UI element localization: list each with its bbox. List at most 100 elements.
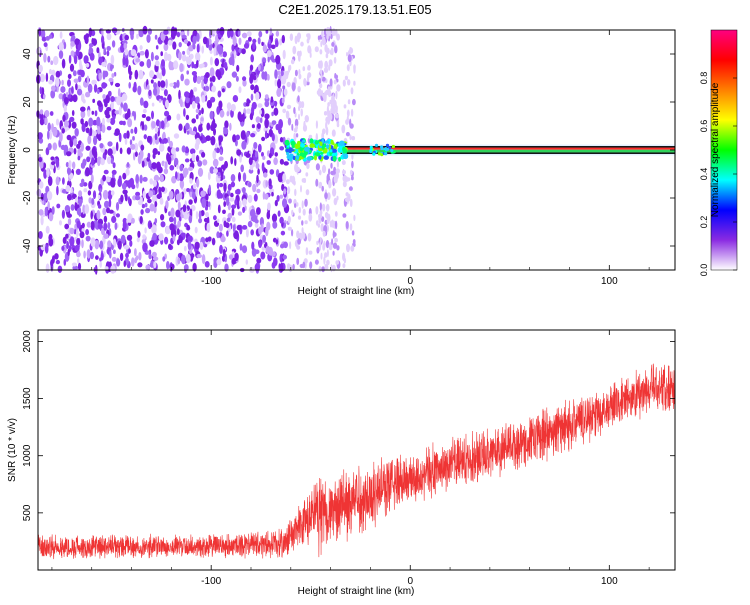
spectrogram-cell (317, 88, 322, 97)
spectrogram-cell (160, 80, 166, 88)
spectrogram-cell (264, 193, 269, 200)
spectrogram-cell (85, 33, 90, 39)
spectrogram-cell (101, 124, 106, 133)
spectrogram-cell (296, 166, 301, 172)
spectrogram-cell (180, 73, 184, 82)
spectrogram-cell (342, 263, 346, 268)
spectrogram-cell (56, 203, 61, 209)
spectrogram-cell (351, 136, 356, 141)
spectrogram-cell (163, 168, 169, 175)
spectrogram-cell (192, 35, 197, 45)
spectrogram-cell (158, 186, 162, 194)
spectrogram-cell (261, 41, 264, 47)
spectrogram-cell (211, 85, 217, 93)
spectrogram-cell (257, 168, 260, 175)
spectrogram-cell (219, 244, 223, 254)
spectrogram-cell (329, 78, 333, 87)
spectrogram-cell (171, 175, 177, 184)
spectrogram-cell (287, 117, 292, 126)
spectrogram-cell (96, 209, 101, 220)
spectrogram-cell (256, 188, 261, 194)
spectrogram-cell (119, 120, 124, 126)
spectrogram-cell (308, 213, 313, 222)
spectrogram-cell (158, 120, 162, 130)
spectrogram-cell (176, 113, 181, 121)
signal-band-green (340, 149, 675, 153)
spectrogram-cell (264, 94, 269, 100)
spectrogram-cell (38, 64, 43, 73)
spectrogram-cell (125, 57, 129, 68)
spectrogram-cell (262, 61, 266, 67)
spectrogram-cell (154, 133, 158, 141)
spectrogram-cell (127, 179, 132, 189)
spectrogram-cell (48, 68, 52, 75)
spectrogram-cell (225, 196, 230, 207)
spectrogram-cell (191, 71, 197, 76)
spectrogram-cell (159, 174, 164, 183)
spectrogram-cell (259, 117, 263, 124)
spectrogram-cell (227, 28, 231, 39)
spectrogram-cell (99, 261, 102, 268)
spectrogram-cell (242, 198, 247, 206)
spectrogram-cell (78, 206, 82, 217)
spectrogram-cell (285, 70, 290, 76)
spectrogram-cell (246, 131, 250, 137)
spectrogram-cell (302, 231, 306, 240)
spectrogram-cell (91, 157, 95, 166)
spectrogram-cell (331, 95, 335, 103)
spectrogram-cell (235, 134, 240, 141)
spectrogram-cell (144, 49, 149, 59)
signal-blob (323, 155, 329, 160)
spectrogram-cell (105, 113, 111, 119)
spectrogram-cell (271, 120, 277, 125)
x-tick-label: 100 (601, 276, 618, 287)
spectrogram-cell (227, 183, 232, 191)
spectrogram-cell (283, 161, 289, 166)
spectrogram-cell (294, 188, 297, 197)
spectrogram-cell (165, 225, 171, 235)
spectrogram-cell (262, 57, 267, 64)
spectrogram-cell (186, 224, 190, 231)
spectrogram-cell (242, 172, 247, 182)
spectrogram-cell (258, 240, 262, 249)
spectrogram-cell (149, 178, 153, 185)
spectrogram-cell (315, 133, 318, 142)
spectrogram-cell (139, 216, 143, 224)
spectrogram-cell (183, 167, 189, 176)
spectrogram-cell (342, 181, 347, 188)
spectrogram-cell (54, 253, 59, 260)
spectrogram-cell (151, 162, 157, 170)
spectrogram-cell (55, 259, 61, 265)
spectrogram-cell (334, 74, 338, 79)
spectrogram-cell (285, 179, 290, 185)
spectrogram-cell (248, 36, 252, 42)
spectrogram-cell (210, 96, 216, 103)
spectrogram-cell (189, 148, 196, 155)
spectrogram-cell (149, 222, 153, 228)
spectrogram-cell (169, 165, 175, 171)
spectrogram-cell (135, 255, 139, 261)
spectrogram-cell (191, 100, 196, 109)
spectrogram-cell (45, 263, 50, 274)
spectrogram-cell (40, 29, 46, 39)
spectrogram-cell (265, 245, 271, 254)
spectrogram-cell (259, 109, 262, 115)
spectrogram-cell (349, 118, 352, 127)
signal-blob (333, 143, 338, 150)
spectrogram-cell (103, 222, 108, 231)
spectrogram-cell (107, 141, 113, 147)
spectrogram-cell (38, 156, 43, 163)
spectrogram-cell (79, 231, 85, 239)
spectrogram-cell (36, 188, 42, 197)
spectrogram-cell (138, 251, 142, 261)
spectrogram-cell (65, 185, 71, 192)
spectrogram-cell (327, 86, 331, 94)
spectrogram-cell (320, 252, 323, 260)
spectrogram-cell (106, 126, 112, 131)
spectrogram-cell (282, 108, 287, 114)
spectrogram-cell (106, 107, 112, 112)
spectrogram-cell (131, 257, 135, 267)
spectrogram-cell (50, 60, 54, 65)
signal-blob (309, 138, 314, 144)
spectrogram-cell (150, 51, 154, 62)
